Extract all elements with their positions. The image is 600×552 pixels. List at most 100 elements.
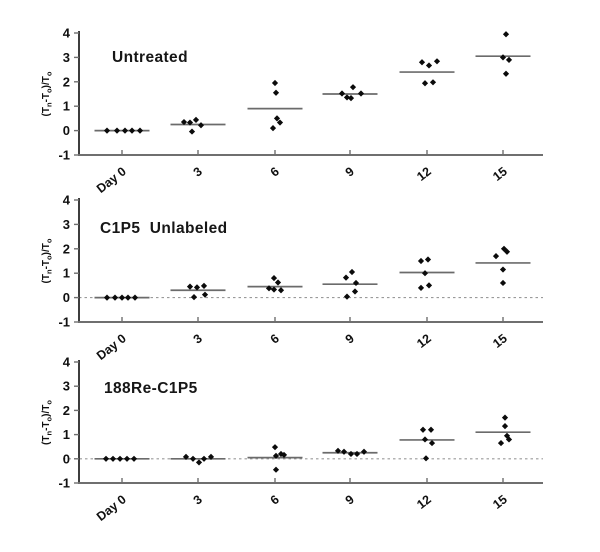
y-tick-label: 0 <box>63 290 70 305</box>
data-point <box>269 125 277 132</box>
data-point <box>505 56 513 63</box>
data-point <box>503 432 511 439</box>
data-point <box>338 90 346 97</box>
data-point <box>189 455 197 462</box>
data-point <box>419 426 427 433</box>
data-point <box>192 116 200 123</box>
data-point <box>193 284 201 291</box>
data-point <box>499 266 507 273</box>
y-axis-title: (Tn-To)/To <box>41 238 53 283</box>
data-point <box>271 79 279 87</box>
data-point <box>207 453 215 460</box>
panel-title: 188Re-C1P5 <box>104 380 198 397</box>
y-axis-title: (Tn-To)/To <box>41 400 53 445</box>
y-tick-label: -1 <box>58 315 70 330</box>
y-tick-label: 3 <box>63 217 70 232</box>
data-point <box>123 455 131 462</box>
data-point <box>501 414 509 421</box>
y-tick-label: 1 <box>63 266 70 281</box>
data-point <box>195 459 203 466</box>
data-point <box>428 439 436 447</box>
data-point <box>418 59 426 66</box>
data-point <box>427 426 435 433</box>
y-tick-label: 4 <box>63 355 71 370</box>
data-point <box>265 285 273 292</box>
data-point <box>421 436 429 443</box>
data-point <box>349 84 357 91</box>
data-point <box>200 455 208 462</box>
data-point <box>272 466 280 473</box>
data-point <box>417 257 425 265</box>
data-point <box>492 253 500 260</box>
data-point <box>334 447 342 454</box>
data-point <box>270 274 278 282</box>
x-tick-label: 15 <box>490 492 510 512</box>
data-point <box>347 450 355 458</box>
data-point <box>342 274 350 281</box>
y-tick-label: 3 <box>63 379 70 394</box>
data-point <box>280 451 288 459</box>
data-point <box>429 79 437 86</box>
data-point <box>497 439 505 447</box>
data-point <box>180 118 188 126</box>
panel-title: C1P5 Unlabeled <box>100 220 227 237</box>
data-point <box>421 80 429 87</box>
data-point <box>424 256 432 263</box>
data-point <box>425 62 433 69</box>
data-point <box>499 279 507 287</box>
data-point <box>186 283 194 290</box>
data-point <box>351 288 359 295</box>
data-point <box>422 455 430 462</box>
data-point <box>270 286 278 293</box>
x-tick-label: 15 <box>490 164 510 184</box>
data-point <box>501 423 509 430</box>
data-point <box>121 127 129 134</box>
y-tick-label: -1 <box>58 476 70 491</box>
data-point <box>353 450 361 458</box>
data-point <box>136 127 144 134</box>
x-tick-label: 12 <box>414 331 434 351</box>
data-point <box>276 119 284 126</box>
data-point <box>500 245 508 252</box>
data-point <box>352 279 360 287</box>
data-point <box>131 294 139 301</box>
data-point <box>272 452 280 459</box>
y-tick-label: 0 <box>63 123 70 138</box>
y-tick-label: 3 <box>63 50 70 65</box>
data-point <box>433 58 441 65</box>
x-tick-label: 12 <box>414 164 434 184</box>
x-tick-label: 15 <box>490 331 510 351</box>
y-tick-label: 1 <box>63 99 70 114</box>
data-point <box>347 95 355 102</box>
y-tick-label: -1 <box>58 148 70 163</box>
y-tick-label: 0 <box>63 451 70 466</box>
data-point <box>116 455 124 462</box>
data-point <box>201 291 209 298</box>
y-tick-label: 2 <box>63 403 70 418</box>
data-point <box>182 453 190 460</box>
y-tick-label: 1 <box>63 427 70 442</box>
data-point <box>109 455 117 462</box>
data-point <box>343 94 351 101</box>
x-tick-label: 12 <box>414 492 434 512</box>
data-point <box>503 248 511 255</box>
data-point <box>502 31 510 38</box>
data-point <box>188 128 196 135</box>
y-tick-label: 2 <box>63 241 70 256</box>
y-tick-label: 4 <box>63 26 71 41</box>
data-point <box>197 122 205 129</box>
data-point <box>505 436 513 443</box>
data-point <box>421 270 429 277</box>
data-point <box>102 455 110 462</box>
data-point <box>272 89 280 96</box>
data-point <box>271 444 279 451</box>
data-point <box>273 115 281 122</box>
data-point <box>417 284 425 291</box>
y-axis-title: (Tn-To)/To <box>41 71 53 116</box>
data-point <box>340 448 348 455</box>
data-point <box>277 450 285 458</box>
data-point <box>360 448 368 455</box>
